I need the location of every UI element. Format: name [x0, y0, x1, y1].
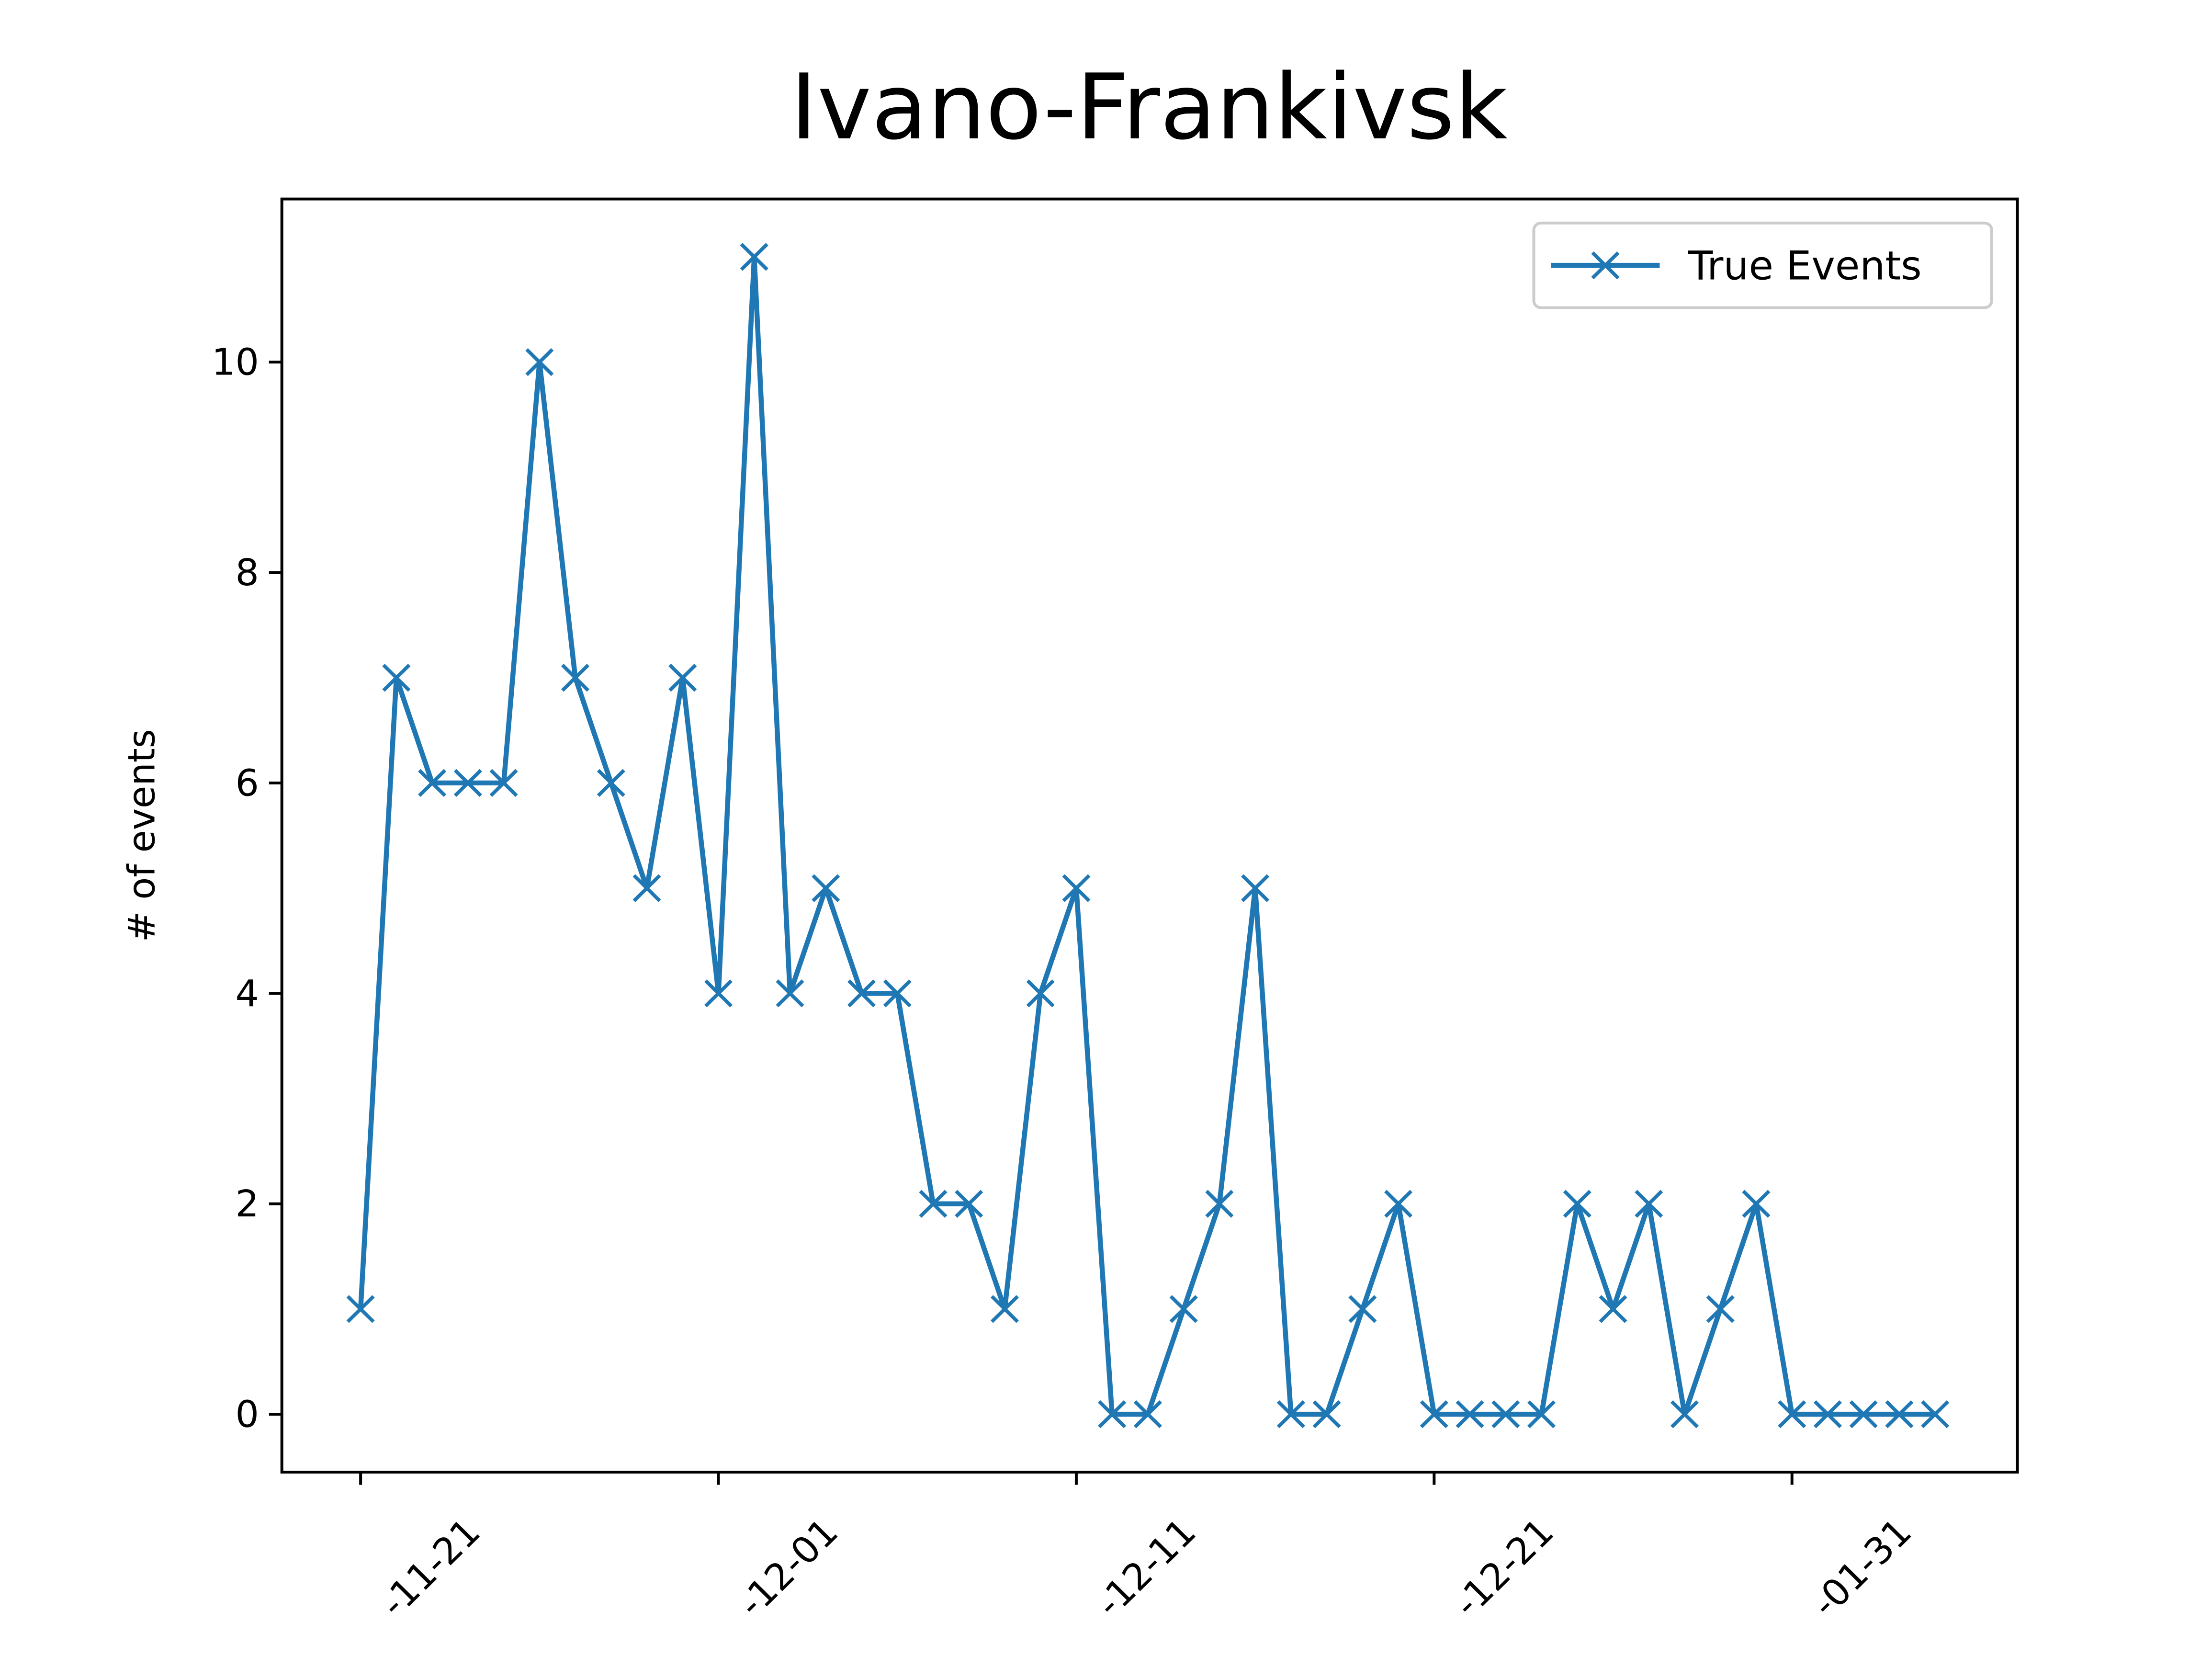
marker [1670, 1400, 1699, 1429]
marker [1312, 1400, 1341, 1429]
marker [1026, 979, 1055, 1008]
marker [1742, 1190, 1771, 1218]
marker [1849, 1400, 1878, 1429]
legend-label: True Events [1688, 243, 1922, 289]
legend-box [1532, 221, 1993, 309]
x-tick-label: -11-21 [372, 1510, 489, 1625]
marker [1241, 874, 1270, 902]
plot-area [280, 197, 2019, 1474]
marker [1778, 1400, 1806, 1429]
marker [919, 1190, 948, 1218]
marker [704, 979, 733, 1008]
y-tick-label: 10 [212, 341, 259, 384]
marker [1599, 1295, 1627, 1323]
marker [1706, 1295, 1735, 1323]
x-tick-label: -12-11 [1088, 1510, 1205, 1625]
marker [1133, 1400, 1162, 1429]
y-axis-label: # of events [120, 729, 164, 942]
marker [1921, 1400, 1950, 1429]
x-tick-label: -12-01 [730, 1510, 847, 1625]
marker [1456, 1400, 1484, 1429]
marker [1098, 1400, 1127, 1429]
marker [1491, 1400, 1520, 1429]
legend-marker [1591, 251, 1620, 280]
marker [740, 243, 768, 271]
marker [883, 979, 912, 1008]
marker [597, 769, 625, 797]
y-tick-label: 0 [235, 1393, 259, 1436]
marker [1885, 1400, 1914, 1429]
marker [1169, 1295, 1198, 1323]
marker [776, 979, 804, 1008]
marker [955, 1190, 983, 1218]
marker [1276, 1400, 1305, 1429]
y-tick-label: 8 [235, 552, 259, 594]
series-line [358, 254, 1935, 1417]
y-tick-label: 6 [235, 762, 259, 805]
marker [525, 348, 554, 376]
y-tick-label: 2 [235, 1183, 259, 1226]
marker [1635, 1190, 1663, 1218]
marker [632, 874, 661, 902]
marker [453, 769, 482, 797]
marker [418, 769, 447, 797]
marker [1563, 1190, 1591, 1218]
marker [812, 874, 840, 902]
marker [382, 664, 411, 692]
marker [668, 664, 697, 692]
chart-title: Ivano-Frankivsk [790, 55, 1508, 159]
y-tick-label: 4 [235, 972, 259, 1015]
marker [1813, 1400, 1842, 1429]
marker [346, 1295, 375, 1323]
x-tick-label: -12-21 [1445, 1510, 1562, 1625]
x-tick-label: -01-31 [1804, 1510, 1920, 1625]
marker [1205, 1190, 1234, 1218]
marker [1420, 1400, 1448, 1429]
marker [561, 664, 590, 692]
marker [1348, 1295, 1377, 1323]
marker [990, 1295, 1019, 1323]
marker [847, 979, 876, 1008]
marker [1527, 1400, 1556, 1429]
marker [1062, 874, 1091, 902]
marker [1384, 1190, 1413, 1218]
marker [489, 769, 518, 797]
